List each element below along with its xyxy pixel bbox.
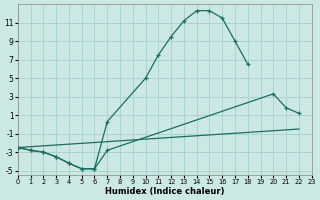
- X-axis label: Humidex (Indice chaleur): Humidex (Indice chaleur): [105, 187, 225, 196]
